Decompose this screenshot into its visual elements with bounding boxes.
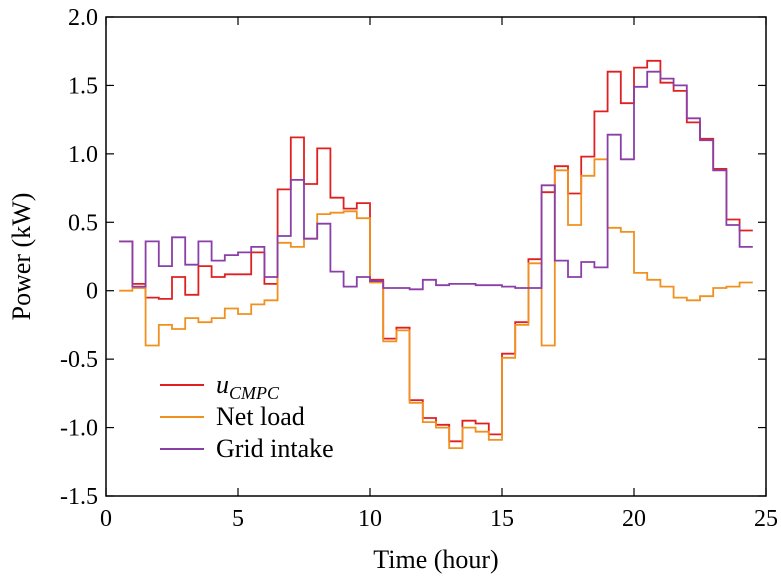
- y-tick-label: -1.5: [60, 484, 98, 510]
- y-tick-label: 2.0: [68, 5, 98, 31]
- y-tick-label: 1.0: [68, 142, 98, 168]
- y-tick-label: 1.5: [68, 73, 98, 99]
- series-lines: [119, 59, 753, 449]
- legend-label-ucmpc-main: u: [216, 370, 229, 399]
- x-tick-label: 20: [622, 506, 646, 532]
- x-tick-label: 0: [100, 506, 112, 532]
- tick-labels: 0 5 10 15 20 25 -1.5 -1.0 -0.5 0 0.5 1.0 1.5 2.0: [60, 5, 778, 532]
- legend-label-net-load: Net load: [216, 402, 305, 431]
- legend-label-ucmpc: uCMPC: [216, 370, 280, 403]
- x-tick-label: 25: [754, 506, 778, 532]
- series-line-grid-intake: [119, 70, 753, 291]
- y-tick-label: 0.5: [68, 210, 98, 236]
- x-axis-title: Time (hour): [373, 545, 498, 574]
- y-axis-title: Power (kW): [7, 193, 36, 321]
- y-tick-label: -0.5: [60, 347, 98, 373]
- x-tick-label: 5: [232, 506, 244, 532]
- legend: uCMPC Net load Grid intake: [160, 370, 334, 463]
- legend-label-grid-intake: Grid intake: [216, 434, 334, 463]
- plot-frame: [105, 16, 767, 497]
- series-line-net-load: [119, 158, 753, 449]
- y-tick-label: 0: [86, 279, 98, 305]
- y-tick-label: -1.0: [60, 416, 98, 442]
- x-tick-label: 10: [358, 506, 382, 532]
- series-line-ucmpc: [119, 59, 753, 443]
- x-tick-label: 15: [490, 506, 514, 532]
- legend-label-ucmpc-subscript: CMPC: [229, 383, 280, 403]
